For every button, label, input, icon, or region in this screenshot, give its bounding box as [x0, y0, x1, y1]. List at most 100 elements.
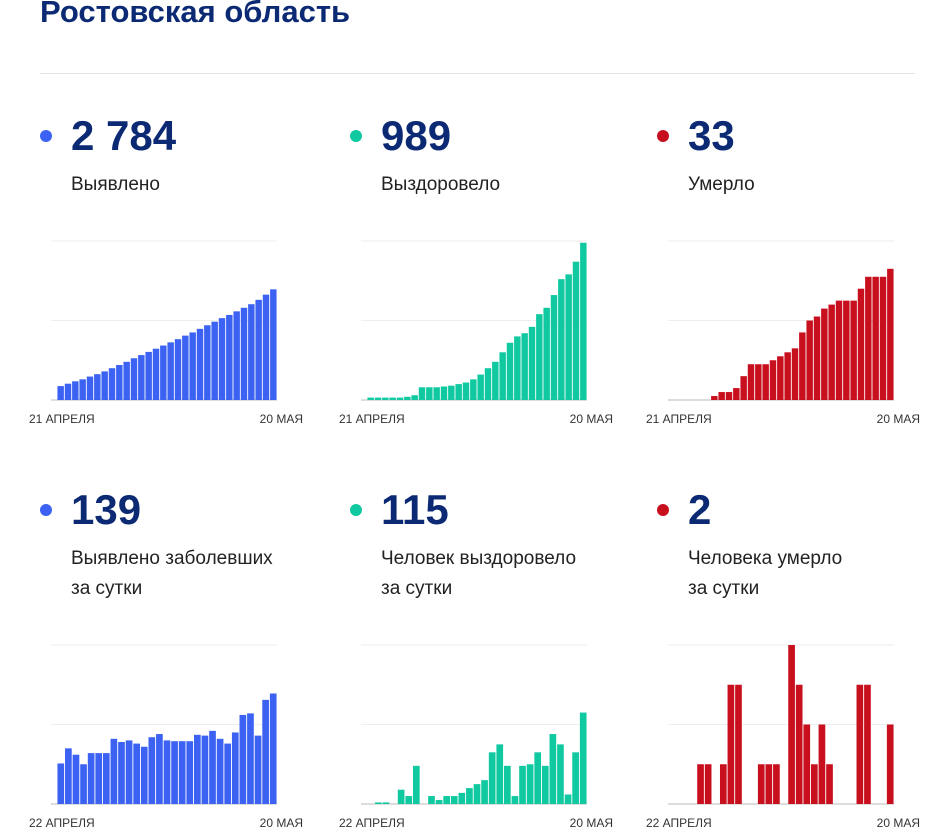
bar [130, 358, 138, 400]
bar [123, 361, 130, 400]
x-tick-label: 20 МАЯ [877, 816, 920, 830]
stat-label-line: Выздоровело [381, 174, 501, 195]
bar [534, 752, 542, 804]
bar [499, 352, 506, 400]
bar [247, 713, 254, 804]
bar [481, 780, 488, 804]
bar [194, 734, 201, 804]
bar [565, 274, 572, 400]
bar [762, 364, 769, 400]
bar [514, 336, 521, 400]
bar [204, 325, 211, 400]
bar [719, 764, 727, 804]
bar [733, 388, 740, 400]
stat-label-line: Человек выздоровело [381, 548, 577, 569]
bar [704, 764, 712, 804]
bar [455, 384, 462, 400]
bar [167, 342, 174, 400]
bar [440, 386, 448, 400]
bar [856, 684, 864, 804]
bar [435, 800, 443, 804]
x-tick-label: 20 МАЯ [260, 412, 303, 426]
bar [367, 397, 374, 400]
bar [558, 279, 565, 400]
bar [86, 376, 94, 400]
bar [784, 352, 791, 400]
bar [572, 752, 579, 804]
bar [80, 764, 87, 804]
bar [806, 320, 813, 400]
bar [757, 764, 765, 804]
bar [110, 738, 118, 804]
bar [382, 397, 389, 400]
bar [65, 748, 72, 804]
bar [57, 386, 64, 400]
stat-label: Человека умерло за сутки [688, 544, 842, 604]
status-dot [657, 504, 669, 516]
bar [549, 734, 557, 804]
bar [857, 288, 865, 400]
bar [769, 360, 777, 400]
bar [795, 684, 803, 804]
bar [226, 314, 233, 400]
stat-label-line: Человека умерло [688, 548, 843, 569]
stat-label-line: за сутки [381, 578, 453, 599]
stat-label: Выявлено [71, 170, 160, 200]
stat-label-line: Умерло [688, 174, 755, 195]
bar [404, 396, 411, 400]
bar [727, 684, 735, 804]
bar [189, 332, 196, 400]
bar [519, 765, 526, 804]
bar [818, 724, 826, 804]
bar [94, 374, 101, 400]
status-dot [657, 130, 669, 142]
bar [178, 741, 186, 804]
bar [572, 261, 580, 400]
bar [473, 784, 481, 804]
stat-label: Выздоровело [381, 170, 500, 200]
bar [87, 753, 95, 804]
bar [125, 740, 133, 804]
bar [477, 374, 484, 400]
bar [72, 381, 79, 400]
bar [579, 712, 587, 804]
bar [211, 321, 218, 400]
bar [138, 355, 145, 400]
bar [216, 738, 224, 804]
bar [72, 754, 80, 804]
bar [101, 371, 108, 400]
bar [108, 368, 116, 400]
bar [777, 356, 784, 400]
stat-label: Умерло [688, 170, 755, 200]
bar [718, 392, 725, 400]
bar [270, 289, 277, 400]
stat-label: Выявлено заболевших за сутки [71, 544, 273, 604]
bar [496, 744, 504, 804]
bar [557, 744, 564, 804]
bar [389, 397, 396, 400]
bar [803, 724, 811, 804]
bar [382, 802, 390, 804]
bar [428, 796, 435, 804]
bar [828, 304, 835, 400]
bar [564, 794, 572, 804]
bar [755, 364, 762, 400]
bar [466, 788, 473, 804]
stat-value: 2 784 [71, 112, 177, 159]
bar [95, 753, 103, 804]
bar [865, 276, 872, 400]
bar [470, 379, 477, 400]
bar [526, 764, 534, 804]
stat-value: 115 [381, 486, 449, 533]
bar [218, 318, 226, 400]
bar [396, 397, 404, 400]
bar [773, 764, 780, 804]
x-tick-label: 20 МАЯ [570, 816, 613, 830]
bar [240, 307, 248, 400]
bar [528, 326, 536, 400]
status-dot [350, 130, 362, 142]
x-tick-label: 21 АПРЕЛЯ [646, 412, 712, 426]
